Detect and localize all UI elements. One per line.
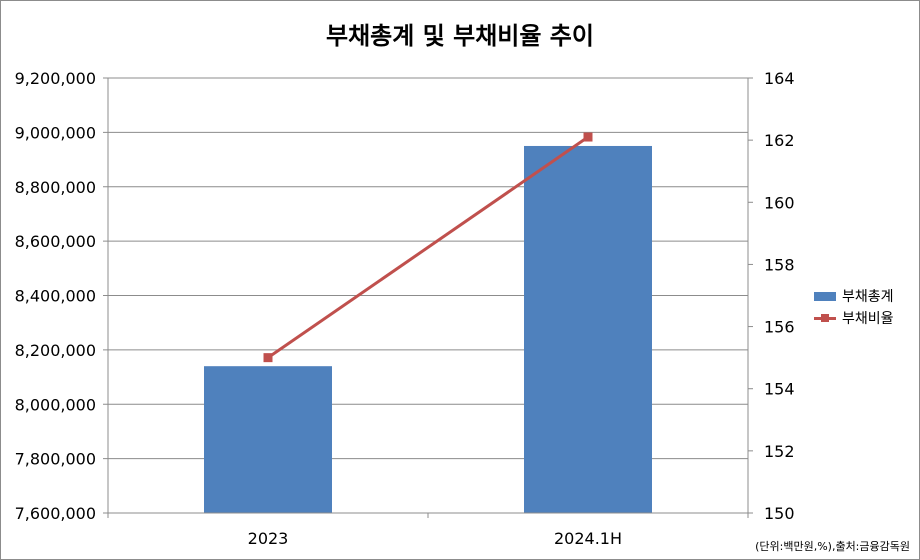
- legend: 부채총계 부채비율: [814, 285, 894, 329]
- left-axis-ticks: 7,600,000 7,800,000 8,000,000 8,200,000 8,40…: [15, 69, 96, 523]
- right-tick-label: 154: [764, 380, 795, 399]
- bar-2024.1H: [524, 145, 652, 513]
- left-tick-label: 8,800,000: [15, 178, 96, 197]
- line-series: [263, 132, 593, 363]
- left-tick-label: 9,000,000: [15, 123, 96, 142]
- left-tick-label: 7,800,000: [15, 450, 96, 469]
- left-tick-label: 8,400,000: [15, 287, 96, 306]
- legend-item-debt-ratio: 부채비율: [814, 307, 894, 329]
- debt-ratio-line: [267, 135, 589, 359]
- left-tick-label: 7,600,000: [15, 504, 96, 523]
- legend-label-debt-total: 부채총계: [842, 289, 894, 305]
- x-tick-label: 2024.1H: [554, 529, 622, 548]
- right-tick-label: 150: [764, 504, 795, 523]
- legend-bar-swatch: [814, 291, 836, 301]
- x-axis-ticks: 2023 2024.1H: [248, 529, 622, 548]
- right-tick-label: 164: [764, 69, 795, 88]
- line-point-2024.1H: [583, 132, 593, 142]
- legend-label-debt-ratio: 부채비율: [842, 311, 894, 327]
- left-tick-label: 9,200,000: [15, 69, 96, 88]
- right-axis-ticks: 150 152 154 156 158 160 162 164: [764, 69, 795, 523]
- right-tick-label: 152: [764, 442, 795, 461]
- bar-series: [204, 145, 652, 513]
- left-tick-label: 8,000,000: [15, 395, 96, 414]
- legend-line-swatch: [814, 313, 836, 323]
- axes: [103, 77, 753, 518]
- x-tick-label: 2023: [248, 529, 289, 548]
- bar-2023: [204, 366, 332, 513]
- right-tick-label: 160: [764, 193, 795, 212]
- left-tick-label: 8,200,000: [15, 341, 96, 360]
- source-note: (단위:백만원,%),출처:금융감독원: [755, 540, 910, 553]
- left-tick-label: 8,600,000: [15, 232, 96, 251]
- chart-title: 부채총계 및 부채비율 추이: [326, 22, 594, 50]
- right-tick-label: 158: [764, 255, 795, 274]
- line-point-2023: [263, 353, 273, 363]
- right-tick-label: 162: [764, 131, 795, 150]
- right-tick-label: 156: [764, 318, 795, 337]
- legend-item-debt-total: 부채총계: [814, 285, 894, 307]
